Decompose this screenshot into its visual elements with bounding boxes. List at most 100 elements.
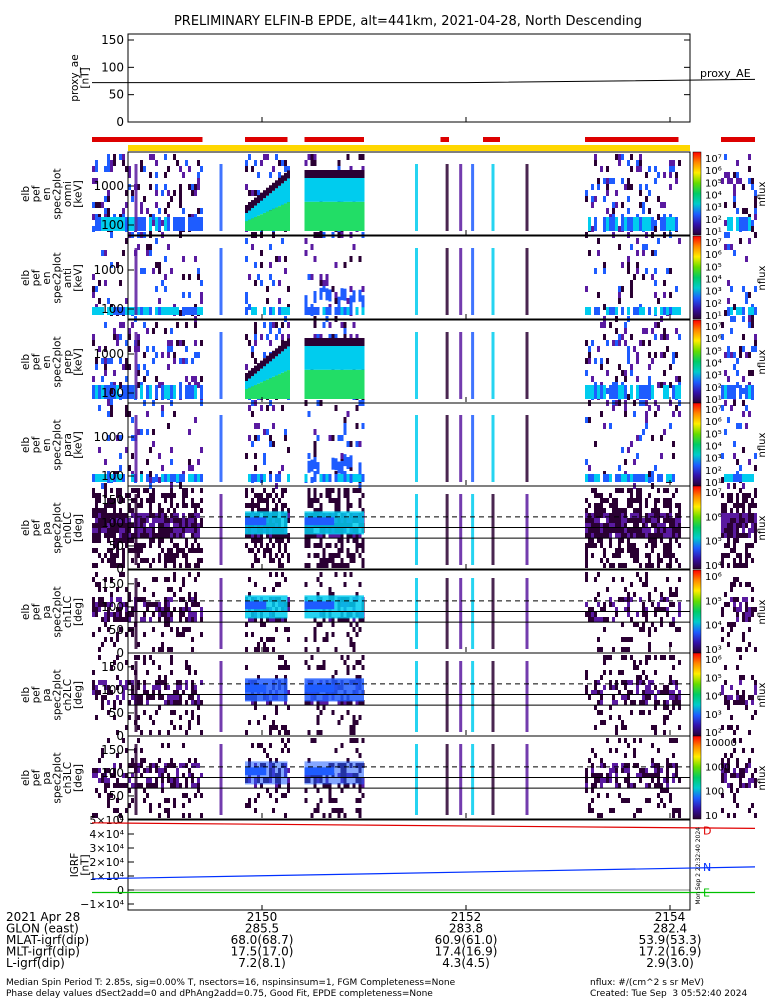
pitch-pixel — [621, 798, 624, 803]
spec-pixel — [161, 190, 164, 196]
spec-pixel — [122, 322, 125, 328]
pitch-pixel — [328, 617, 332, 622]
pitch-spike — [445, 494, 449, 565]
spec-pixel — [636, 352, 639, 358]
pitch-pixel — [92, 768, 95, 773]
pitch-pixel — [597, 680, 600, 685]
pitch-pixel — [185, 558, 188, 563]
spec-flux-pixel — [245, 373, 248, 381]
pitch-pixel — [113, 508, 116, 513]
pitch-pixel — [337, 783, 341, 788]
colorbar-scale — [692, 235, 702, 320]
spec-pixel — [310, 310, 314, 316]
pitch-label-line: pef — [30, 519, 42, 536]
pitch-pixel — [636, 558, 639, 563]
pitch-pixel — [146, 695, 149, 700]
pitch-pixel — [125, 538, 128, 543]
spec-low-energy-pixel — [325, 474, 329, 482]
spec-flux-pixel — [266, 379, 269, 399]
spec-pixel — [648, 364, 651, 370]
spec-pixel — [724, 232, 727, 238]
spec-pixel — [633, 274, 636, 280]
pitch-pixel — [724, 773, 727, 778]
spec-low-energy-pixel — [621, 217, 624, 231]
spec-flux-pixel — [337, 178, 341, 202]
pitch-pixel — [724, 680, 727, 685]
spec-pixel — [119, 322, 122, 328]
pitch-pixel — [104, 602, 107, 607]
pitch-pixel — [131, 498, 134, 503]
spectrogram-panels: 1000100elbpefenspec2plotomni[keV]1000100… — [20, 151, 757, 826]
spec-low-energy-pixel — [176, 474, 179, 482]
pitch-pixel — [678, 503, 681, 508]
spec-flux-pixel — [340, 170, 344, 178]
spec-low-energy-pixel — [651, 385, 654, 399]
pitch-pixel — [152, 488, 155, 493]
spec-pixel — [107, 196, 110, 202]
pitch-pixel — [600, 710, 603, 715]
spec-pixel — [95, 160, 98, 166]
energy-label-line: pef — [30, 185, 42, 202]
spec-low-energy-pixel — [140, 307, 143, 315]
pitch-pixel — [742, 632, 745, 637]
pitch-pixel — [254, 493, 257, 498]
spec-pixel — [672, 352, 675, 358]
spec-pixel — [615, 202, 618, 208]
pitch-pixel — [724, 592, 727, 597]
pitch-pixel — [349, 642, 353, 647]
spec-spike — [459, 415, 463, 482]
spec-pixel — [754, 196, 757, 202]
spec-low-energy-pixel — [197, 307, 200, 315]
spec-pixel — [254, 465, 257, 471]
energy-tick-label: 1000 — [93, 430, 124, 444]
spec-low-energy-pixel — [340, 307, 344, 315]
pitch-pixel — [730, 548, 733, 553]
pitch-pixel — [727, 783, 730, 788]
pitch-pixel — [131, 680, 134, 685]
pitch-spike — [134, 578, 138, 649]
pitch-pixel — [131, 558, 134, 563]
colorbar-label: 10¹ — [705, 227, 722, 238]
pitch-pixel — [627, 783, 630, 788]
pitch-label-line: ch0LC — [62, 512, 74, 544]
energy-tick-label: 1000 — [93, 263, 124, 277]
pitch-pixel — [657, 563, 660, 568]
pitch-pixel — [609, 493, 612, 498]
spec-low-energy-pixel — [645, 385, 648, 399]
pitch-pixel — [170, 763, 173, 768]
pitch-pixel — [119, 617, 122, 622]
spec-pixel — [742, 208, 745, 214]
pitch-pixel — [173, 513, 176, 518]
pitch-pixel — [140, 783, 143, 788]
pitch-pixel — [128, 778, 131, 783]
spec-pixel — [319, 274, 323, 280]
spec-pixel — [110, 232, 113, 238]
pitch-pixel — [591, 553, 594, 558]
spec-pixel — [745, 423, 748, 429]
pitch-pixel — [349, 725, 353, 730]
pitch-pixel — [191, 690, 194, 695]
pitch-pixel — [275, 503, 278, 508]
pitch-pixel — [727, 518, 730, 523]
pitch-pixel — [621, 508, 624, 513]
pitch-pixel — [648, 798, 651, 803]
pitch-pixel — [657, 607, 660, 612]
pitch-pixel — [588, 523, 591, 528]
pitch-pixel — [594, 783, 597, 788]
colorbar-label: 10⁵ — [705, 178, 722, 189]
pitch-pixel — [284, 743, 287, 748]
spec-pixel — [657, 382, 660, 388]
spec-low-energy-pixel — [594, 474, 597, 482]
pitch-pixel — [167, 518, 170, 523]
spec-pixel — [197, 459, 200, 465]
pitch-pixel — [727, 632, 730, 637]
colorbar-scale — [692, 402, 702, 487]
pitch-pixel — [167, 533, 170, 538]
pitch-pixel — [609, 538, 612, 543]
pitch-pixel — [197, 523, 200, 528]
spec-pixel — [310, 304, 314, 310]
pitch-pixel — [346, 563, 350, 568]
pitch-pixel — [591, 533, 594, 538]
pitch-pixel — [727, 602, 730, 607]
